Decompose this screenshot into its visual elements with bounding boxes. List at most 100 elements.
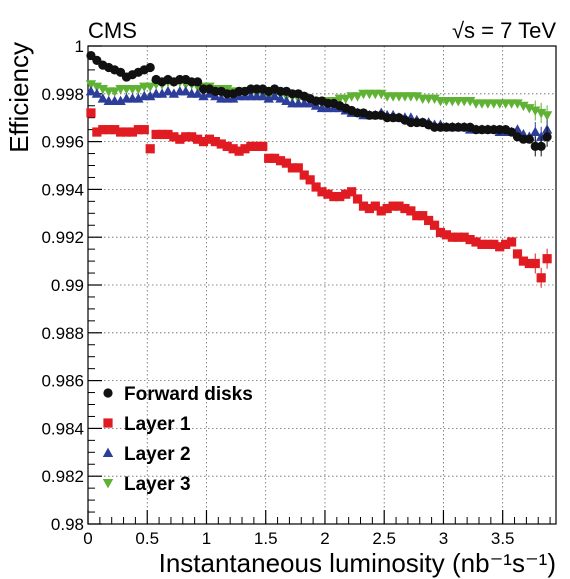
data-point [311, 182, 321, 192]
data-point [299, 170, 309, 180]
y-tick-label: 0.982 [41, 467, 84, 486]
data-point [269, 90, 280, 101]
data-point [530, 106, 541, 116]
data-point [264, 153, 274, 163]
data-point [115, 127, 126, 137]
data-point [495, 242, 505, 252]
x-tick-label: 0 [83, 529, 92, 548]
data-point [109, 87, 120, 97]
legend: Forward disks Layer 1 Layer 2 Layer 3 [102, 384, 253, 495]
series-layer-1 [86, 108, 552, 288]
x-tick-label: 0.5 [135, 529, 159, 548]
data-point [512, 249, 523, 259]
data-point [240, 144, 250, 154]
series-forward-disks [86, 50, 552, 157]
x-tick-label: 2 [320, 529, 329, 548]
data-point [228, 144, 238, 154]
data-point [110, 125, 120, 135]
data-point [169, 132, 179, 142]
data-point [388, 201, 398, 211]
y-tick-label: 0.988 [41, 324, 84, 343]
data-point [275, 93, 286, 103]
data-point [175, 134, 185, 144]
data-point [352, 194, 363, 204]
data-point [115, 95, 126, 105]
data-point [246, 141, 256, 151]
data-point [180, 86, 191, 96]
legend-label: Layer 1 [124, 414, 191, 435]
data-point [133, 85, 144, 95]
data-point [341, 189, 351, 199]
data-point [187, 132, 197, 142]
data-point [97, 85, 109, 95]
data-point [352, 92, 363, 102]
data-point [133, 93, 144, 103]
data-point [358, 201, 369, 211]
data-point [222, 141, 232, 151]
legend-marker [103, 388, 113, 398]
y-tick-label: 0.998 [41, 85, 84, 104]
data-point [447, 232, 457, 242]
data-point [162, 86, 174, 96]
data-point [127, 127, 138, 137]
data-point [518, 101, 529, 112]
data-point [275, 156, 286, 166]
data-point [145, 90, 156, 101]
data-point [400, 203, 410, 214]
data-point [91, 88, 103, 98]
data-point [198, 137, 209, 147]
data-point [536, 273, 546, 283]
data-point [204, 134, 215, 144]
data-point [441, 230, 452, 240]
data-point [394, 201, 404, 211]
data-point [406, 206, 416, 216]
data-point [104, 125, 114, 135]
data-point [281, 158, 292, 168]
x-tick-label: 1 [202, 529, 211, 548]
data-point [156, 88, 168, 98]
data-point [518, 256, 529, 266]
data-point [512, 99, 523, 109]
data-point [376, 206, 386, 216]
data-point [192, 134, 203, 144]
data-point [92, 127, 102, 137]
x-tick-label: 3 [439, 529, 448, 548]
data-point [263, 93, 274, 103]
legend-label: Forward disks [124, 384, 253, 405]
data-point [163, 129, 173, 140]
y-tick-label: 0.99 [51, 276, 84, 295]
data-point [323, 189, 333, 199]
data-point [429, 94, 440, 104]
data-point [424, 215, 434, 226]
y-tick-label: 0.994 [41, 180, 84, 199]
data-point [524, 134, 534, 144]
data-point [501, 239, 511, 249]
data-point [542, 254, 552, 264]
data-point [376, 89, 387, 100]
data-point [121, 127, 132, 137]
data-point [347, 187, 357, 197]
legend-label: Layer 3 [124, 474, 191, 495]
series-layer [85, 50, 553, 288]
y-tick-label: 0.98 [51, 515, 84, 534]
data-point [281, 95, 292, 105]
data-point [524, 104, 535, 114]
data-point [340, 94, 351, 104]
x-axis-title: Instantaneous luminosity (nb⁻¹s⁻¹) [159, 548, 556, 578]
data-point [465, 234, 475, 245]
x-tick-label: 3.5 [491, 529, 515, 548]
data-point [98, 125, 108, 135]
data-point [210, 137, 220, 147]
data-point [305, 175, 315, 185]
data-point [535, 108, 547, 119]
data-point [489, 239, 499, 249]
data-point [198, 90, 209, 101]
data-point [270, 153, 280, 163]
energy-label: √s = 7 TeV [452, 18, 556, 43]
data-point [435, 227, 446, 238]
data-point [541, 111, 553, 121]
data-point [317, 187, 327, 197]
legend-marker [103, 418, 113, 428]
data-point [97, 93, 109, 103]
data-point [168, 88, 180, 98]
